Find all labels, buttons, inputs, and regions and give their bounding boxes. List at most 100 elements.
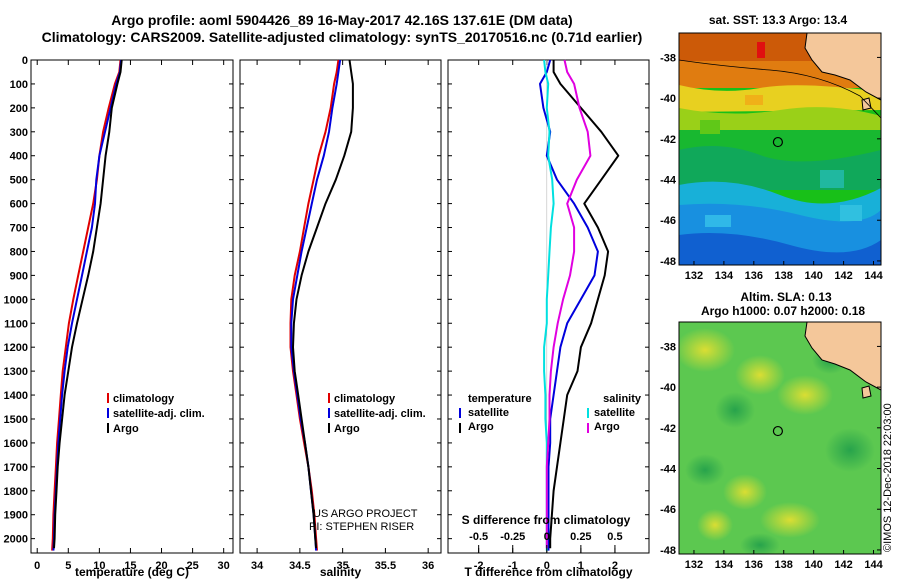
s-difference-ticks: -0.5 -0.25 0 0.25 0.5: [469, 531, 623, 553]
lat-tick-label: -42: [660, 134, 676, 146]
series-line-argo: [53, 59, 123, 549]
depth-axis-labels: 0 100 200 300 400 500 600 700 800 900 1000 1100 1200…: [4, 55, 28, 546]
sst-map-title: sat. SST: 13.3 Argo: 13.4: [709, 13, 848, 27]
legend-label-argo: Argo: [113, 423, 139, 435]
lon-tick-label: 134: [715, 559, 734, 571]
depth-tick-label: 1000: [4, 294, 28, 306]
sla-map-frame: [678, 321, 882, 555]
imos-stamp: ©IMOS 12-Dec-2018 22:03:00: [882, 403, 894, 552]
lat-tick-label: -46: [660, 215, 676, 227]
lon-tick-label: 144: [864, 270, 883, 282]
panel-frame: [447, 59, 650, 554]
legend-label-t-argo: Argo: [468, 421, 494, 433]
x-tick-label: 2: [612, 560, 618, 572]
depth-tick-label: 1200: [4, 342, 28, 354]
x-axis-label: temperature (deg C): [75, 565, 189, 579]
sla-map-title-line1: Altim. SLA: 0.13: [740, 290, 832, 304]
lat-tick-label: -46: [660, 504, 676, 516]
difference-legend: temperature satellite Argo salinity sate…: [459, 393, 642, 433]
x-tick-label: 10: [93, 560, 105, 572]
depth-tick-label: 1500: [4, 414, 28, 426]
s-diff-tick-label: 0.5: [607, 531, 622, 543]
sst-map-axes: 132 134 136 138 140 142 144 -38 -40 -42 -44 -46 -48: [660, 52, 883, 282]
difference-panel: -2 -1 0 1 2T difference from climatology: [447, 59, 650, 579]
depth-tick-label: 1400: [4, 390, 28, 402]
depth-tick-label: 900: [10, 270, 28, 282]
lat-tick-label: -40: [660, 93, 676, 105]
legend-heading-temperature: temperature: [468, 393, 532, 405]
x-tick-label: 25: [186, 560, 198, 572]
lon-tick-label: 132: [685, 270, 703, 282]
lon-tick-label: 140: [804, 270, 822, 282]
lat-tick-label: -42: [660, 423, 676, 435]
lat-tick-label: -38: [660, 52, 676, 64]
x-axis-label: salinity: [320, 565, 362, 579]
depth-tick-label: 200: [10, 103, 28, 115]
panel-frame: [239, 59, 442, 554]
depth-tick-label: 1700: [4, 462, 28, 474]
credit-line1: US ARGO PROJECT: [313, 508, 418, 520]
lon-tick-label: 132: [685, 559, 703, 571]
legend-label-satellite: satellite-adj. clim.: [113, 408, 205, 420]
series-line-argo: [292, 59, 354, 549]
x-tick-label: 0: [34, 560, 40, 572]
figure-title-line1: Argo profile: aoml 5904426_89 16-May-201…: [111, 12, 572, 28]
lat-tick-label: -48: [660, 256, 676, 268]
series-line-satellite-adj-clim-: [52, 59, 123, 551]
sst-map-frame: [678, 32, 882, 266]
s-diff-tick-label: -0.25: [500, 531, 525, 543]
lon-tick-label: 138: [775, 559, 793, 571]
x-tick-label: 5: [65, 560, 71, 572]
x-tick-label: 35.5: [375, 560, 396, 572]
depth-tick-label: 100: [10, 79, 28, 91]
sst-map: [679, 33, 881, 265]
s-difference-axis-label: S difference from climatology: [462, 513, 631, 527]
salinity-panel: 34 34.5 35 35.5 36 salinity: [239, 59, 442, 579]
x-tick-label: 36: [422, 560, 434, 572]
legend-label-s-argo: Argo: [594, 421, 620, 433]
depth-tick-label: 1300: [4, 366, 28, 378]
float-position-circle: [772, 425, 784, 437]
series-line-temperature-argo: [549, 60, 620, 549]
lat-tick-label: -38: [660, 341, 676, 353]
float-position-circle: [772, 136, 784, 148]
depth-tick-label: 2000: [4, 534, 28, 546]
x-tick-label: 1: [578, 560, 584, 572]
temperature-panel: 0 5 10 15 20 25 30 temperature (deg C): [30, 59, 234, 579]
x-tick-label: 15: [124, 560, 136, 572]
depth-tick-label: 600: [10, 199, 28, 211]
x-tick-label: -1: [508, 560, 518, 572]
lon-tick-label: 140: [804, 559, 822, 571]
lat-tick-label: -44: [660, 464, 677, 476]
x-tick-label: 35: [337, 560, 349, 572]
x-tick-label: -2: [474, 560, 484, 572]
salinity-legend: climatology satellite-adj. clim. Argo: [328, 393, 426, 435]
x-tick-label: 34: [251, 560, 264, 572]
legend-heading-salinity: salinity: [603, 393, 642, 405]
legend-label-t-satellite: satellite: [468, 407, 509, 419]
depth-tick-label: 1100: [4, 318, 28, 330]
lon-tick-label: 138: [775, 270, 793, 282]
legend-label-argo: Argo: [334, 423, 360, 435]
x-tick-label: 34.5: [289, 560, 310, 572]
panel-frame: [30, 59, 234, 554]
legend-label-climatology: climatology: [334, 393, 396, 405]
sla-map-title-line2: Argo h1000: 0.07 h2000: 0.18: [701, 304, 865, 318]
s-diff-tick-label: 0: [544, 531, 550, 543]
s-diff-tick-label: -0.5: [469, 531, 488, 543]
lon-tick-label: 144: [864, 559, 883, 571]
legend-label-satellite: satellite-adj. clim.: [334, 408, 426, 420]
lat-tick-label: -44: [660, 175, 677, 187]
legend-label-s-satellite: satellite: [594, 407, 635, 419]
lon-tick-label: 136: [745, 270, 763, 282]
depth-tick-label: 0: [22, 55, 28, 67]
depth-tick-label: 1900: [4, 510, 28, 522]
depth-tick-label: 1800: [4, 486, 28, 498]
lon-tick-label: 142: [834, 559, 852, 571]
figure-title-line2: Climatology: CARS2009. Satellite-adjuste…: [42, 29, 643, 45]
lat-tick-label: -48: [660, 545, 676, 557]
credit-line2: PI: STEPHEN RISER: [309, 521, 414, 533]
series-line-salinity-argo: [545, 59, 592, 549]
